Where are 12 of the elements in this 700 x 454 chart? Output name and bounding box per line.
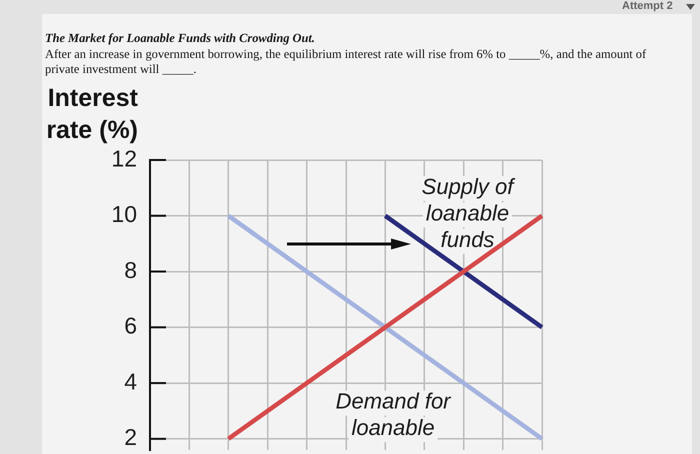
y-tick-label: 10 bbox=[111, 201, 137, 228]
y-tick-label: 6 bbox=[124, 312, 137, 339]
y-tick-label: 8 bbox=[124, 256, 137, 283]
text: Attempt 2 bbox=[622, 0, 673, 12]
y-axis-title: Interest rate (%) bbox=[46, 84, 139, 144]
series-label: Demand for loanable bbox=[336, 388, 452, 440]
y-tick-label: 2 bbox=[124, 424, 137, 450]
y-tick-label: 4 bbox=[124, 368, 138, 394]
series-label: Supply of loanable funds bbox=[422, 174, 516, 252]
y-tick-label: 12 bbox=[111, 145, 137, 172]
chart-title: The Market for Loanable Funds with Crowding Out. bbox=[45, 31, 316, 46]
chart-subtitle: After an increase in government borrowing, the equilibrium interest rate will rise from 6% to _____%, and the amount of private investment will _____. bbox=[45, 47, 648, 77]
